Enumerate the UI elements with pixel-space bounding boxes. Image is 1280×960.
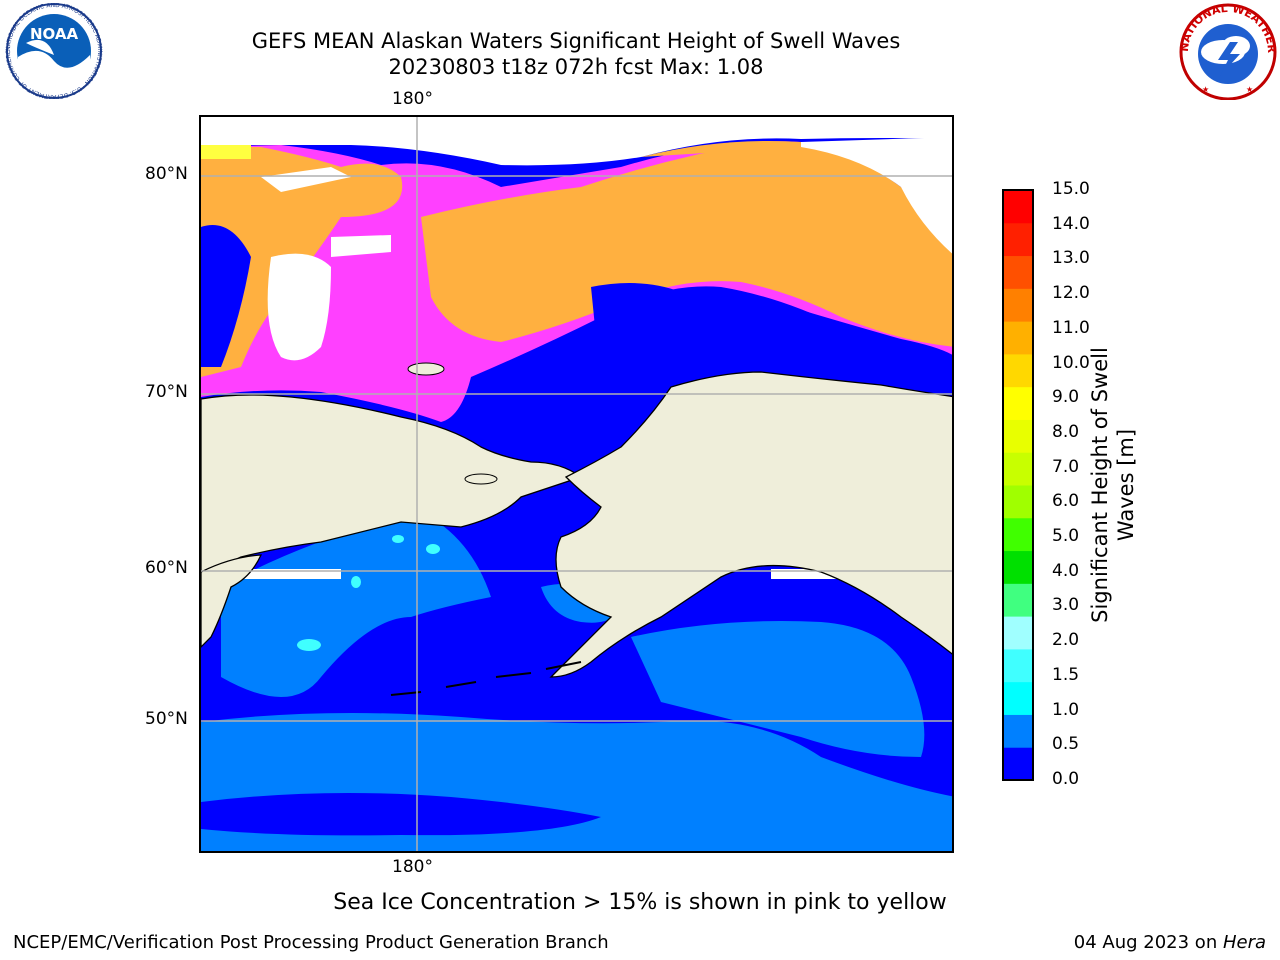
colorbar-tick-label: 2.0: [1052, 630, 1080, 651]
land-st-lawrence-island: [464, 473, 498, 485]
colorbar-tick-label: 0.5: [1052, 734, 1080, 755]
ocean-deep-blue: [591, 283, 952, 387]
ice-yellow: [201, 145, 251, 159]
footer-host: Hera: [1222, 932, 1266, 953]
footer-date: 04 Aug 2023 on Hera: [1074, 932, 1266, 953]
no-data-ice: [801, 137, 952, 254]
colorbar-tick-label: 12.0: [1052, 283, 1090, 304]
no-data-ice: [331, 235, 391, 257]
footer-date-text: 04 Aug 2023 on: [1073, 932, 1223, 953]
ocean-cyan-spot: [297, 639, 321, 651]
chart-subtitle: 20230803 t18z 072h fcst Max: 1.08: [388, 55, 764, 79]
lon-label-bottom: 180°: [392, 857, 433, 877]
ocean-deep-blue: [201, 225, 251, 367]
colorbar-tick-label: 0.0: [1052, 769, 1080, 789]
colorbar-bin: [1003, 353, 1033, 388]
ice-orange: [641, 141, 801, 157]
colorbar: [1002, 189, 1034, 781]
colorbar-bin: [1003, 222, 1033, 257]
colorbar-bin: [1003, 452, 1033, 486]
colorbar-tick-label: 5.0: [1052, 526, 1080, 547]
colorbar-bin: [1003, 747, 1033, 781]
colorbar-bin: [1003, 386, 1033, 420]
colorbar-bin: [1003, 419, 1033, 453]
footer-credit: NCEP/EMC/Verification Post Processing Pr…: [13, 932, 609, 953]
colorbar-bin: [1003, 583, 1033, 617]
no-data-ice: [261, 167, 351, 192]
colorbar-label: Significant Height of Swell Waves [m]: [1088, 347, 1138, 623]
svg-text:★: ★: [1202, 85, 1209, 94]
colorbar-bin: [1003, 190, 1033, 224]
map-canvas: [201, 117, 952, 851]
lat-label-50n: 50°N: [145, 709, 188, 729]
colorbar-bin: [1003, 616, 1033, 650]
colorbar-tick-label: 13.0: [1052, 248, 1090, 269]
colorbar-tick-label: 8.0: [1052, 421, 1080, 442]
ocean-deep-band: [201, 793, 601, 836]
svg-text:★: ★: [1246, 85, 1253, 94]
colorbar-tick-label: 6.0: [1052, 491, 1080, 512]
colorbar-tick-label: 14.0: [1052, 213, 1090, 234]
colorbar-bin: [1003, 321, 1033, 355]
map-panel: [199, 115, 954, 853]
graticule: [201, 117, 952, 851]
no-data-top: [201, 117, 952, 166]
colorbar-bin: [1003, 255, 1033, 289]
colorbar-tick-label: 11.0: [1052, 317, 1090, 338]
colorbar-tick-label: 1.5: [1052, 664, 1080, 685]
chart-title: GEFS MEAN Alaskan Waters Significant Hei…: [251, 29, 901, 53]
ice-orange: [421, 142, 952, 347]
ocean-cyan-spot: [392, 535, 404, 543]
colorbar-tick-label: 15.0: [1052, 179, 1090, 199]
land-wrangel-island: [407, 362, 445, 376]
ocean-cyan-spot: [426, 544, 440, 554]
land-aleutian-islands: [390, 661, 582, 696]
land-siberia: [201, 394, 583, 573]
ocean-mid-blue-gulf: [631, 621, 925, 757]
nws-logo: NATIONAL WEATHER SERVICE ★ ★: [1178, 2, 1278, 100]
land-alaska: [549, 371, 952, 678]
colorbar-tick-label: 7.0: [1052, 456, 1080, 477]
no-data-ice: [267, 253, 331, 361]
lat-label-80n: 80°N: [145, 164, 188, 184]
no-data-strip: [231, 569, 341, 579]
colorbar-tick-label: 10.0: [1052, 352, 1090, 373]
noaa-logo-text: NOAA: [30, 25, 79, 43]
colorbar-tick-label: 9.0: [1052, 387, 1080, 408]
colorbar-bin: [1003, 288, 1033, 322]
lat-label-70n: 70°N: [145, 382, 188, 402]
colorbar-tick-label: 3.0: [1052, 595, 1080, 616]
ocean-cyan-spot: [351, 576, 361, 588]
colorbar-bin: [1003, 714, 1033, 748]
lon-label-top: 180°: [392, 89, 433, 109]
colorbar-tick-label: 1.0: [1052, 699, 1080, 720]
colorbar-bin: [1003, 648, 1033, 683]
colorbar-bin: [1003, 550, 1033, 584]
colorbar-tick-label: 4.0: [1052, 560, 1080, 581]
noaa-logo: NATIONAL OCEANIC AND ATMOSPHERIC ADMINIS…: [4, 3, 103, 99]
land-kamchatka: [201, 554, 263, 648]
ocean-mid-blue-bering: [221, 512, 491, 697]
colorbar-bin: [1003, 517, 1033, 552]
colorbar-bin: [1003, 485, 1033, 519]
colorbar-bin: [1003, 681, 1033, 715]
footer-note: Sea Ice Concentration > 15% is shown in …: [333, 890, 947, 915]
lat-label-60n: 60°N: [145, 558, 188, 578]
